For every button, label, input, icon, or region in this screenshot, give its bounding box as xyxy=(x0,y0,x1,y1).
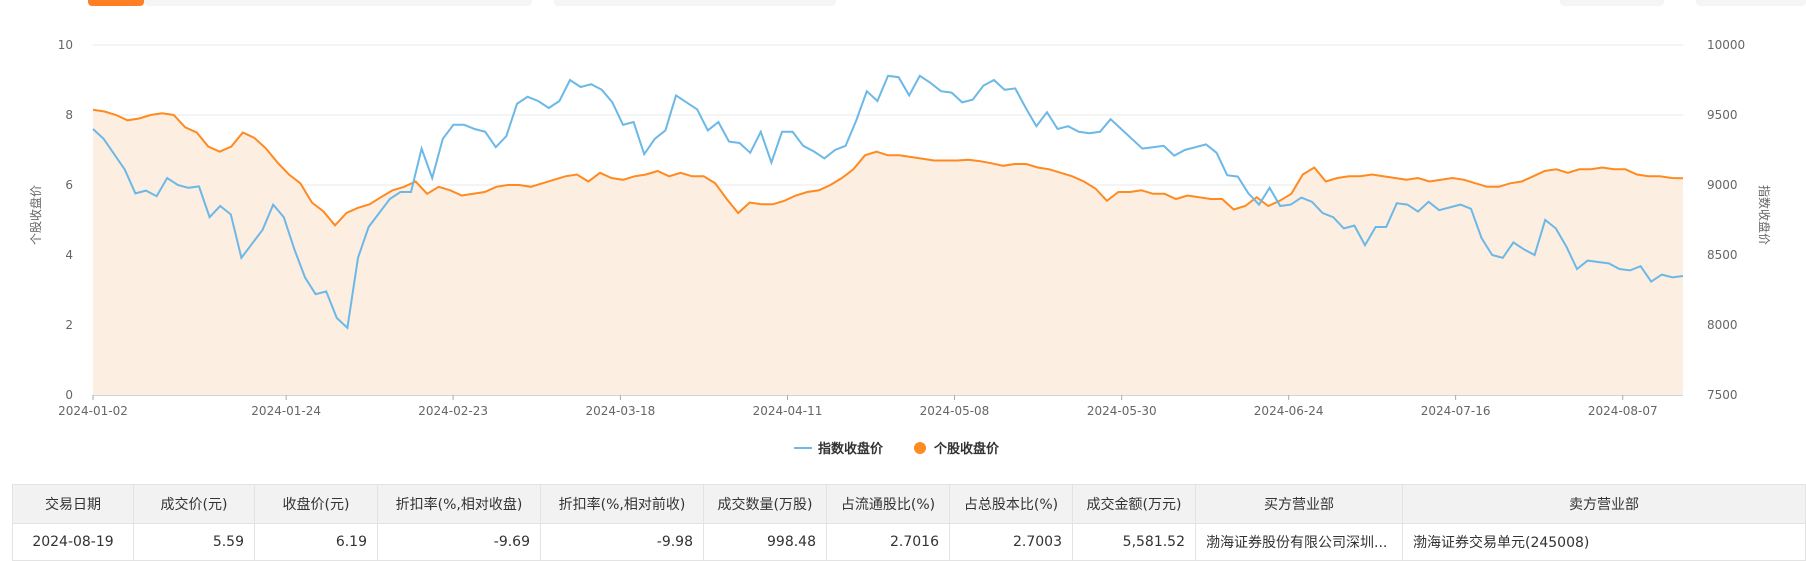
table-header-row: 交易日期 成交价(元) 收盘价(元) 折扣率(%,相对收盘) 折扣率(%,相对前… xyxy=(12,484,1806,524)
right-axis-ticks: 7500 8000 8500 9000 9500 10000 xyxy=(1707,38,1745,402)
header-buyer: 买方营业部 xyxy=(1195,484,1403,524)
cell-total-ratio: 2.7003 xyxy=(949,523,1073,561)
stock-area-fill xyxy=(93,109,1683,396)
cell-amount: 5,581.52 xyxy=(1072,523,1196,561)
left-axis-title: 个股收盘价 xyxy=(28,185,43,245)
x-tick-label: 2024-03-18 xyxy=(586,404,656,418)
cell-float-ratio: 2.7016 xyxy=(826,523,950,561)
x-tick-label: 2024-05-08 xyxy=(920,404,990,418)
left-tick-label: 4 xyxy=(65,248,73,262)
cell-volume: 998.48 xyxy=(703,523,827,561)
x-axis-ticks: 2024-01-02 2024-01-24 2024-02-23 2024-03-18… xyxy=(58,395,1658,418)
index-close-line xyxy=(92,74,1684,330)
header-amount: 成交金额(万元) xyxy=(1072,484,1196,524)
right-tick-label: 8500 xyxy=(1707,248,1738,262)
cell-date: 2024-08-19 xyxy=(12,523,134,561)
cell-close-price: 6.19 xyxy=(254,523,378,561)
left-tick-label: 6 xyxy=(65,178,73,192)
cell-buyer[interactable]: 渤海证券股份有限公司深圳... xyxy=(1195,523,1403,561)
cell-discount-close: -9.69 xyxy=(377,523,541,561)
x-tick-label: 2024-02-23 xyxy=(418,404,488,418)
right-tick-label: 9000 xyxy=(1707,178,1738,192)
cell-seller[interactable]: 渤海证券交易单元(245008) xyxy=(1402,523,1806,561)
top-filter-bar xyxy=(0,0,1806,8)
stock-close-line xyxy=(92,108,1684,227)
filter-select[interactable] xyxy=(554,0,836,6)
filter-button[interactable] xyxy=(1560,0,1664,6)
header-discount-close: 折扣率(%,相对收盘) xyxy=(377,484,541,524)
legend[interactable]: 指数收盘价 个股收盘价 xyxy=(794,441,1000,457)
x-tick-label: 2024-01-24 xyxy=(251,404,321,418)
cell-trade-price: 5.59 xyxy=(133,523,255,561)
header-date: 交易日期 xyxy=(12,484,134,524)
x-tick-label: 2024-04-11 xyxy=(753,404,823,418)
x-tick-label: 2024-08-07 xyxy=(1588,404,1658,418)
legend-index-label[interactable]: 指数收盘价 xyxy=(818,441,884,457)
right-axis-title: 指数收盘价 xyxy=(1757,185,1772,245)
legend-stock-label[interactable]: 个股收盘价 xyxy=(933,441,1000,457)
price-chart: 0 2 4 6 8 10 7500 8000 8500 9000 9500 10000 2024-0… xyxy=(28,38,1772,457)
legend-stock-icon xyxy=(914,442,926,454)
x-tick-label: 2024-07-16 xyxy=(1421,404,1491,418)
header-trade-price: 成交价(元) xyxy=(133,484,255,524)
header-discount-prev: 折扣率(%,相对前收) xyxy=(540,484,704,524)
block-trade-table: 交易日期 成交价(元) 收盘价(元) 折扣率(%,相对收盘) 折扣率(%,相对前… xyxy=(12,484,1806,561)
x-tick-label: 2024-01-02 xyxy=(58,404,128,418)
header-float-ratio: 占流通股比(%) xyxy=(826,484,950,524)
header-total-ratio: 占总股本比(%) xyxy=(949,484,1073,524)
x-tick-label: 2024-05-30 xyxy=(1087,404,1157,418)
header-volume: 成交数量(万股) xyxy=(703,484,827,524)
left-tick-label: 10 xyxy=(58,38,73,52)
filter-select[interactable] xyxy=(144,0,532,6)
right-tick-label: 7500 xyxy=(1707,388,1738,402)
active-filter-tab[interactable] xyxy=(88,0,144,6)
x-tick-label: 2024-06-24 xyxy=(1254,404,1324,418)
table-row: 2024-08-19 5.59 6.19 -9.69 -9.98 998.48 … xyxy=(12,523,1806,561)
header-close-price: 收盘价(元) xyxy=(254,484,378,524)
left-tick-label: 8 xyxy=(65,108,73,122)
left-tick-label: 0 xyxy=(65,388,73,402)
right-tick-label: 9500 xyxy=(1707,108,1738,122)
right-tick-label: 10000 xyxy=(1707,38,1745,52)
left-tick-label: 2 xyxy=(65,318,73,332)
header-seller: 卖方营业部 xyxy=(1402,484,1806,524)
filter-button[interactable] xyxy=(1696,0,1806,6)
right-tick-label: 8000 xyxy=(1707,318,1738,332)
left-axis-ticks: 0 2 4 6 8 10 xyxy=(58,38,73,402)
cell-discount-prev: -9.98 xyxy=(540,523,704,561)
